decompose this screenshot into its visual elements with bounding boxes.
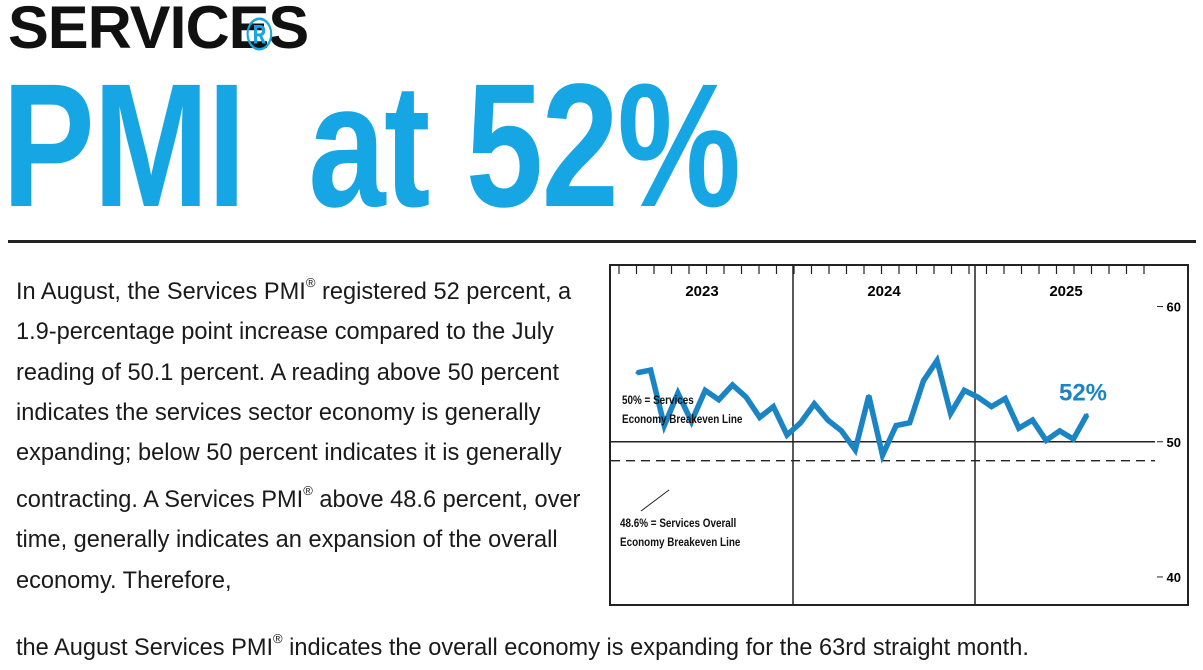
registered-mark: ® — [303, 482, 313, 498]
data-point — [949, 411, 953, 415]
data-point — [1085, 413, 1089, 417]
body-last-part-2: indicates the overall economy is expandi… — [282, 634, 1029, 661]
pmi-chart-canvas: 2023 2024 2025 60 50 40 52% — [611, 266, 1181, 604]
year-label-2024: 2024 — [867, 283, 901, 300]
data-point — [785, 433, 789, 437]
data-point — [771, 405, 775, 409]
data-point — [853, 448, 857, 452]
kicker: SERVICES — [8, 0, 309, 61]
end-value-label: 52% — [1059, 380, 1107, 407]
ref-label-overall-line2: Economy Breakeven Line — [620, 537, 741, 549]
y-tick-label-40: 40 — [1167, 570, 1181, 585]
data-point — [935, 359, 939, 363]
data-point — [731, 383, 734, 387]
data-point — [717, 398, 721, 402]
body-part-2: registered 52 percent, a 1.9-percentage … — [16, 278, 572, 513]
data-point — [649, 368, 653, 372]
year-label-2025: 2025 — [1049, 283, 1082, 300]
ref-label-services-line1: 50% = Services — [622, 395, 694, 407]
data-point — [1058, 429, 1062, 433]
data-point — [635, 371, 639, 375]
ref-pointer-overall — [640, 489, 670, 512]
data-point — [826, 418, 830, 422]
data-point — [662, 424, 666, 427]
body-part-3: above 48.6 percent, over time, generally… — [16, 486, 581, 594]
data-point — [1044, 438, 1048, 442]
divider-rule — [8, 240, 1196, 243]
data-point — [990, 405, 993, 409]
series-line-services-pmi — [636, 353, 1090, 464]
data-point — [976, 395, 980, 399]
data-point — [799, 421, 803, 425]
data-point — [690, 420, 693, 423]
headline-suffix: at 52% — [271, 48, 741, 244]
data-point — [921, 379, 925, 383]
ref-label-services: 50% = Services Economy Breakeven Line — [622, 392, 742, 430]
body-part-1: In August, the Services PMI — [16, 278, 306, 305]
y-tick-label-50: 50 — [1167, 435, 1181, 450]
data-point — [962, 388, 966, 392]
data-point — [758, 415, 762, 419]
registered-mark: ® — [246, 8, 273, 61]
data-point — [676, 391, 680, 395]
data-point — [1031, 418, 1034, 422]
data-point — [867, 394, 871, 398]
headline: PMI® at 52% — [2, 11, 741, 234]
data-point — [881, 453, 884, 457]
data-point — [1071, 437, 1075, 441]
body-last-part-1: the August Services PMI — [16, 634, 274, 661]
registered-mark: ® — [305, 275, 316, 290]
year-label-2023: 2023 — [685, 283, 718, 300]
pmi-chart: 2023 2024 2025 60 50 40 52% 50% = Services Eco… — [609, 264, 1189, 606]
ref-label-services-line2: Economy Breakeven Line — [622, 414, 743, 426]
data-point — [1003, 397, 1007, 400]
data-point — [1017, 426, 1021, 430]
headline-prefix: PMI — [2, 48, 246, 244]
data-point — [703, 388, 707, 392]
data-point — [908, 421, 912, 425]
data-point — [840, 429, 843, 433]
data-point — [744, 395, 748, 399]
y-tick-label-60: 60 — [1167, 300, 1181, 315]
body-text: In August, the Services PMI® registered … — [16, 266, 596, 601]
ref-label-overall-line1: 48.6% = Services Overall — [620, 518, 737, 530]
registered-mark: ® — [273, 631, 283, 646]
ref-label-overall: 48.6% = Services Overall Economy Breakev… — [620, 515, 740, 553]
data-point — [894, 424, 898, 427]
body-last-line: the August Services PMI® indicates the o… — [16, 622, 1203, 668]
data-point — [812, 402, 816, 406]
